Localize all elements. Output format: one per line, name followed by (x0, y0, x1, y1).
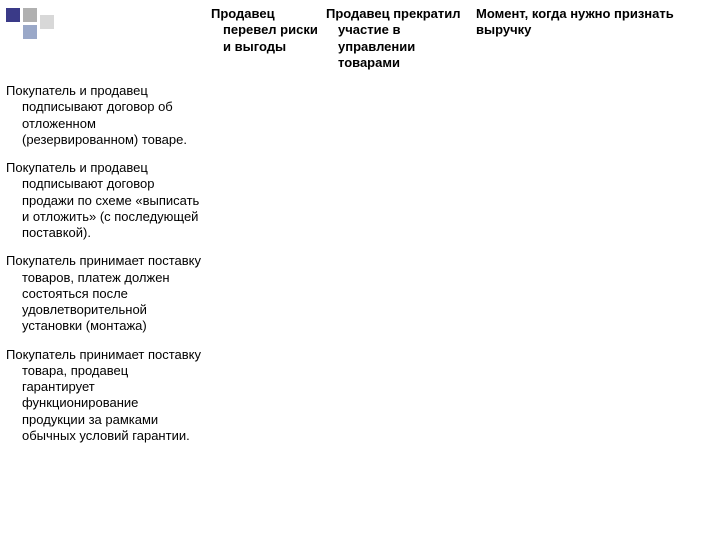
table-row: Покупатель принимает поставку товаров, п… (6, 253, 710, 346)
table-row: Покупатель и продавец подписывают догово… (6, 83, 710, 160)
header-col4: Момент, когда нужно признать выручку (476, 6, 710, 39)
row-text: Покупатель принимает поставку товаров, п… (6, 253, 203, 334)
table-row: Покупатель и продавец подписывают догово… (6, 160, 710, 253)
header-col3: Продавец прекратил участие в управлении … (326, 6, 468, 71)
table-row: Покупатель принимает поставку товара, пр… (6, 347, 710, 457)
row-text: Покупатель и продавец подписывают догово… (6, 160, 203, 241)
table-header-row: Продавец перевел риски и выгоды Продавец… (6, 6, 710, 71)
table: Продавец перевел риски и выгоды Продавец… (6, 6, 710, 456)
row-text: Покупатель принимает поставку товара, пр… (6, 347, 203, 445)
header-col2: Продавец перевел риски и выгоды (211, 6, 318, 55)
row-text: Покупатель и продавец подписывают догово… (6, 83, 203, 148)
